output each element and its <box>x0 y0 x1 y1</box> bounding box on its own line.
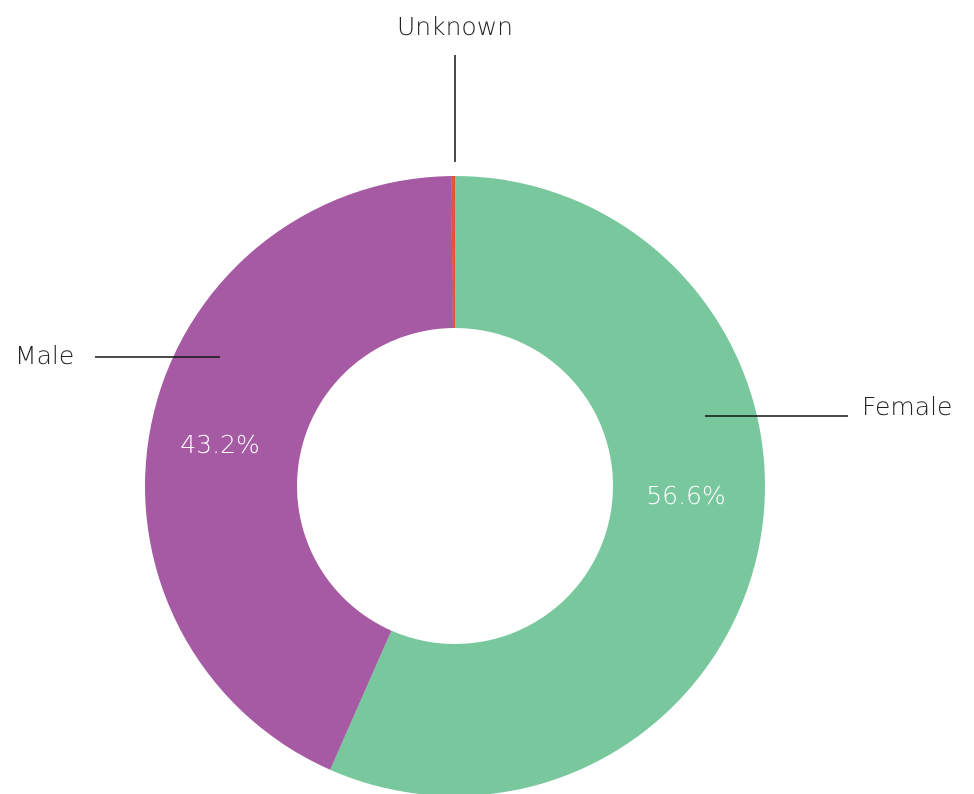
value-label: 43.2% <box>180 430 259 459</box>
slice <box>145 176 454 770</box>
slice <box>451 176 455 329</box>
slice <box>330 176 765 794</box>
category-label: Female <box>862 392 952 421</box>
value-label: 56.6% <box>646 481 725 510</box>
category-label: Male <box>15 341 74 370</box>
category-label: Unknown <box>397 12 513 41</box>
